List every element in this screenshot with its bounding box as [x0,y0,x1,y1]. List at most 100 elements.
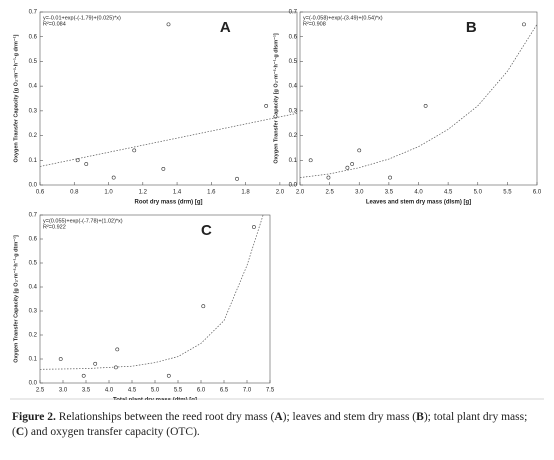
data-point [235,176,239,181]
y-tick-label: 0.7 [289,10,298,16]
y-tick-label: 0.3 [29,309,38,315]
y-tick-label: 0.7 [29,10,38,16]
y-tick-label: 0.2 [289,133,298,139]
x-tick-label: 1.2 [139,190,148,196]
x-tick-label: 5.0 [151,388,160,394]
y-tick-label: 0.3 [29,108,38,114]
caption-segment: ); total plant dry mass; ( [12,411,528,438]
data-point [114,365,118,370]
y-tick-label: 0.2 [29,133,38,139]
data-point [388,175,392,180]
x-tick-label: 3.5 [385,190,394,196]
y-tick-label: 0.5 [29,261,38,267]
data-point [357,148,362,153]
equation: y=-0.01+exp(-(-1.79)+(0.025)*x) [43,15,121,21]
x-tick-label: 4.5 [128,388,137,394]
panel-label: C [201,222,212,239]
y-tick-label: 0.6 [289,34,298,40]
data-point [251,225,256,229]
y-tick-label: 0.1 [289,158,298,164]
y-tick-label: 0.0 [29,183,38,189]
data-point [111,175,116,180]
data-point [166,373,171,378]
plot-frame [299,11,538,186]
r-squared: R²=0.084 [43,21,66,27]
caption-segment: ); leaves and stem dry mass ( [282,411,417,423]
data-point [81,373,86,378]
x-tick-label: 1.8 [241,190,250,196]
x-tick-label: 4.0 [414,190,423,196]
r-squared: R²=0.922 [43,224,66,230]
caption-segment: C [15,426,25,438]
x-tick-label: 2.0 [276,190,285,196]
data-point [84,162,89,166]
y-tick-label: 0.2 [29,333,38,339]
caption-segment: ) and oxygen transfer capacity (OTC). [24,426,200,438]
data-point [423,104,428,108]
data-point [326,175,331,180]
y-axis-label: Oxygen Transfer Capacity [g O₂·m⁻²·h⁻¹·g… [12,235,19,363]
figure-caption: Figure 2. Relationships between the reed… [12,410,542,440]
x-tick-label: 3.0 [355,190,364,196]
y-tick-label: 0.6 [29,237,38,243]
trend-line [299,24,538,178]
x-tick-label: 4.5 [444,190,453,196]
data-point [522,22,526,27]
data-point [264,104,269,108]
x-tick-label: 1.6 [207,190,216,196]
r-squared: R²=0.908 [303,21,326,27]
y-tick-label: 0.0 [289,183,298,189]
data-point [161,167,166,171]
y-tick-label: 0.1 [29,158,38,164]
data-point [201,304,206,309]
caption-segment: Figure 2. [12,411,56,423]
y-tick-label: 0.5 [29,59,38,65]
data-point [132,148,137,153]
caption-segment: A [274,411,283,423]
y-tick-label: 0.0 [29,381,38,387]
data-point [93,361,98,366]
y-axis-label: Oxygen Transfer Capacity [g O₂·m⁻²·h⁻¹·g… [12,34,19,162]
x-axis-label: Leaves and stem dry mass (dlsm) [g] [366,200,471,206]
x-tick-label: 2.5 [36,388,45,394]
x-tick-label: 1.4 [173,190,182,196]
plot-frame [39,11,298,186]
panel-label: A [220,19,231,36]
y-tick-label: 0.5 [289,59,298,65]
trend-line [39,214,264,370]
y-tick-label: 0.4 [289,84,298,90]
data-point [166,22,171,27]
x-tick-label: 3.5 [82,388,91,394]
panel-label: B [466,19,477,36]
x-tick-label: 2.0 [296,190,305,196]
x-tick-label: 7.5 [266,388,275,394]
data-point [75,158,80,163]
trend-line [39,112,298,167]
equation: y=(0.055)+exp(-(-7.78)+(1.02)*x) [43,218,123,224]
y-tick-label: 0.7 [29,213,38,219]
equation: y=(-0.058)+exp(-(3.49)+(0.54)*x) [303,15,383,21]
x-tick-label: 0.6 [36,190,45,196]
data-point [115,347,120,352]
caption-segment: Relationships between the reed root dry … [55,411,275,423]
data-point [345,165,350,170]
figure: 0.0 0.1 0.2 0.3 0.4 0.5 0.6 0.7 0.6 0.8 1.0 1.2 1.4 1… [10,10,544,400]
y-axis-label: Oxygen Transfer Capacity [g O₂·m⁻²·h⁻¹·g… [272,33,279,164]
x-tick-label: 5.0 [474,190,483,196]
plot-frame [39,214,271,384]
data-point [308,158,313,163]
x-tick-label: 5.5 [174,388,183,394]
y-tick-label: 0.3 [289,108,298,114]
x-tick-label: 0.8 [70,190,79,196]
y-tick-label: 0.4 [29,285,38,291]
y-tick-label: 0.4 [29,84,38,90]
x-tick-label: 6.0 [197,388,206,394]
y-tick-label: 0.6 [29,34,38,40]
x-tick-label: 6.5 [220,388,229,394]
x-tick-label: 1.0 [104,190,113,196]
x-tick-label: 4.0 [105,388,114,394]
data-point [58,357,63,361]
x-tick-label: 6.0 [533,190,542,196]
x-tick-label: 5.5 [503,190,512,196]
